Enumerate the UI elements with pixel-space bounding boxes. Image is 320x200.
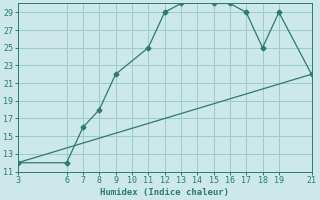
X-axis label: Humidex (Indice chaleur): Humidex (Indice chaleur) — [100, 188, 229, 197]
